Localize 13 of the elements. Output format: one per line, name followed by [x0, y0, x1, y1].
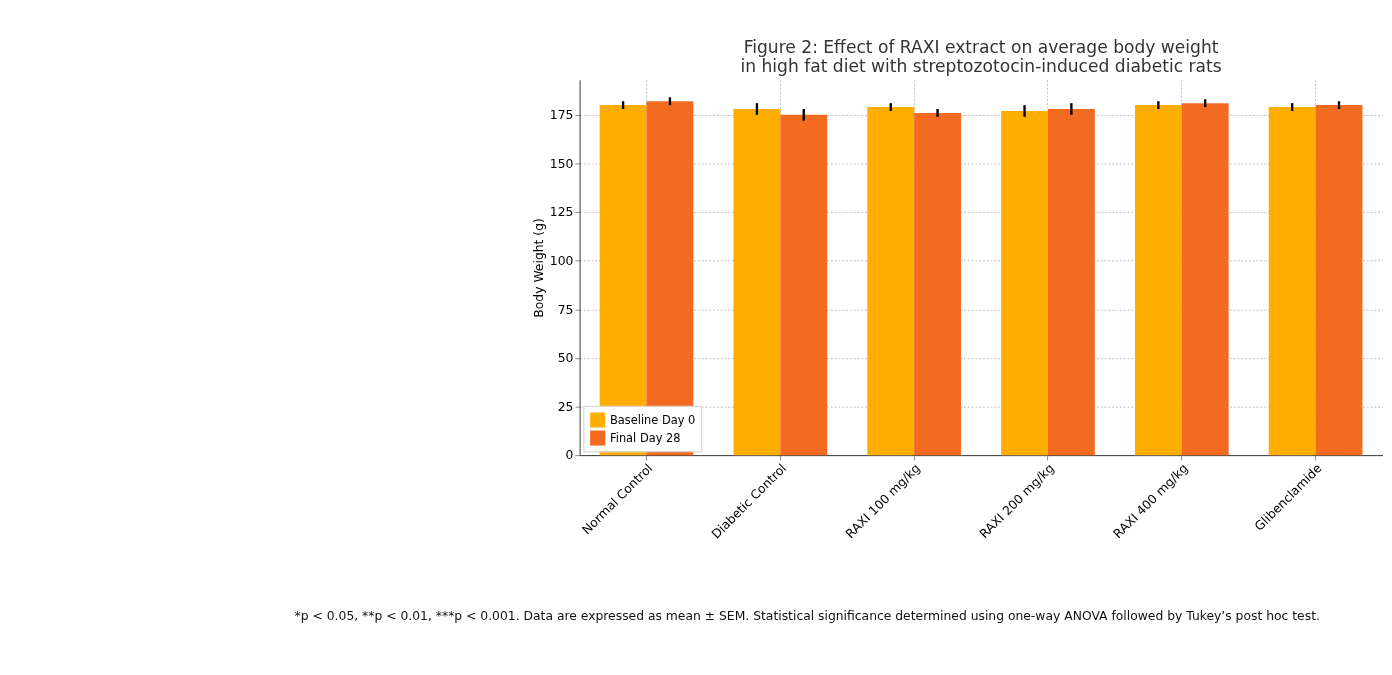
y-axis-title: Body Weight (g): [532, 218, 547, 318]
y-tick-label: 0: [565, 448, 574, 463]
y-tick-label: 50: [557, 351, 574, 366]
y-tick-label: 125: [549, 205, 574, 220]
legend-label: Baseline Day 0: [610, 412, 696, 427]
y-tick-label: 100: [549, 253, 574, 268]
chart-title: Figure 2: Effect of RAXI extract on average body weight in high fat diet with streptozotocin-induced diabetic rats: [740, 37, 1222, 77]
y-tick-label: 175: [549, 108, 574, 123]
legend-label: Final Day 28: [610, 430, 681, 445]
y-tick-label: 75: [557, 302, 574, 317]
y-tick-label: 25: [557, 399, 574, 414]
text: *p < 0.05, **p < 0.01, ***p < 0.001. Data are expressed as mean ± SEM. Statistical significance determined using one-way ANOVA followed by Tukey’s post hoc test.: [294, 609, 1320, 624]
y-tick-label: 150: [549, 156, 574, 171]
